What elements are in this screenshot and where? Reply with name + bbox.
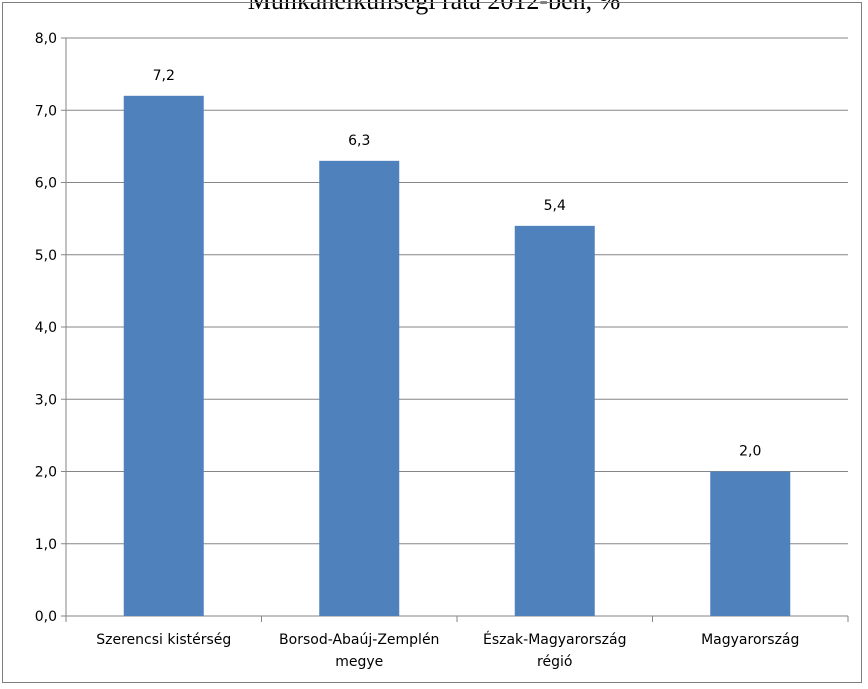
x-tick-label: Szerencsi kistérség xyxy=(96,632,231,648)
data-label: 2,0 xyxy=(739,444,761,460)
x-tick-label: Borsod-Abaúj-Zemplén xyxy=(279,632,439,648)
x-tick-label: Észak-Magyarország xyxy=(483,631,627,648)
x-tick-label: régió xyxy=(537,654,572,670)
chart-frame xyxy=(2,2,862,683)
data-label: 7,2 xyxy=(153,68,175,84)
y-tick-label: 3,0 xyxy=(35,392,57,408)
x-tick-label: Magyarország xyxy=(701,632,799,648)
y-tick-label: 6,0 xyxy=(35,176,57,192)
y-tick-label: 5,0 xyxy=(35,248,57,264)
y-tick-label: 8,0 xyxy=(35,31,57,47)
bar xyxy=(710,471,791,616)
y-tick-label: 0,0 xyxy=(35,609,57,625)
chart-title: Munkanélküliségi ráta 2012-ben, % xyxy=(247,0,621,15)
bar xyxy=(514,225,595,616)
y-tick-label: 1,0 xyxy=(35,537,57,553)
bar xyxy=(123,95,204,617)
bar xyxy=(319,160,400,616)
data-label: 5,4 xyxy=(544,198,566,214)
y-tick-label: 7,0 xyxy=(35,103,57,119)
data-label: 6,3 xyxy=(348,133,370,149)
y-tick-label: 2,0 xyxy=(35,465,57,481)
x-tick-label: megye xyxy=(335,654,383,670)
y-tick-label: 4,0 xyxy=(35,320,57,336)
